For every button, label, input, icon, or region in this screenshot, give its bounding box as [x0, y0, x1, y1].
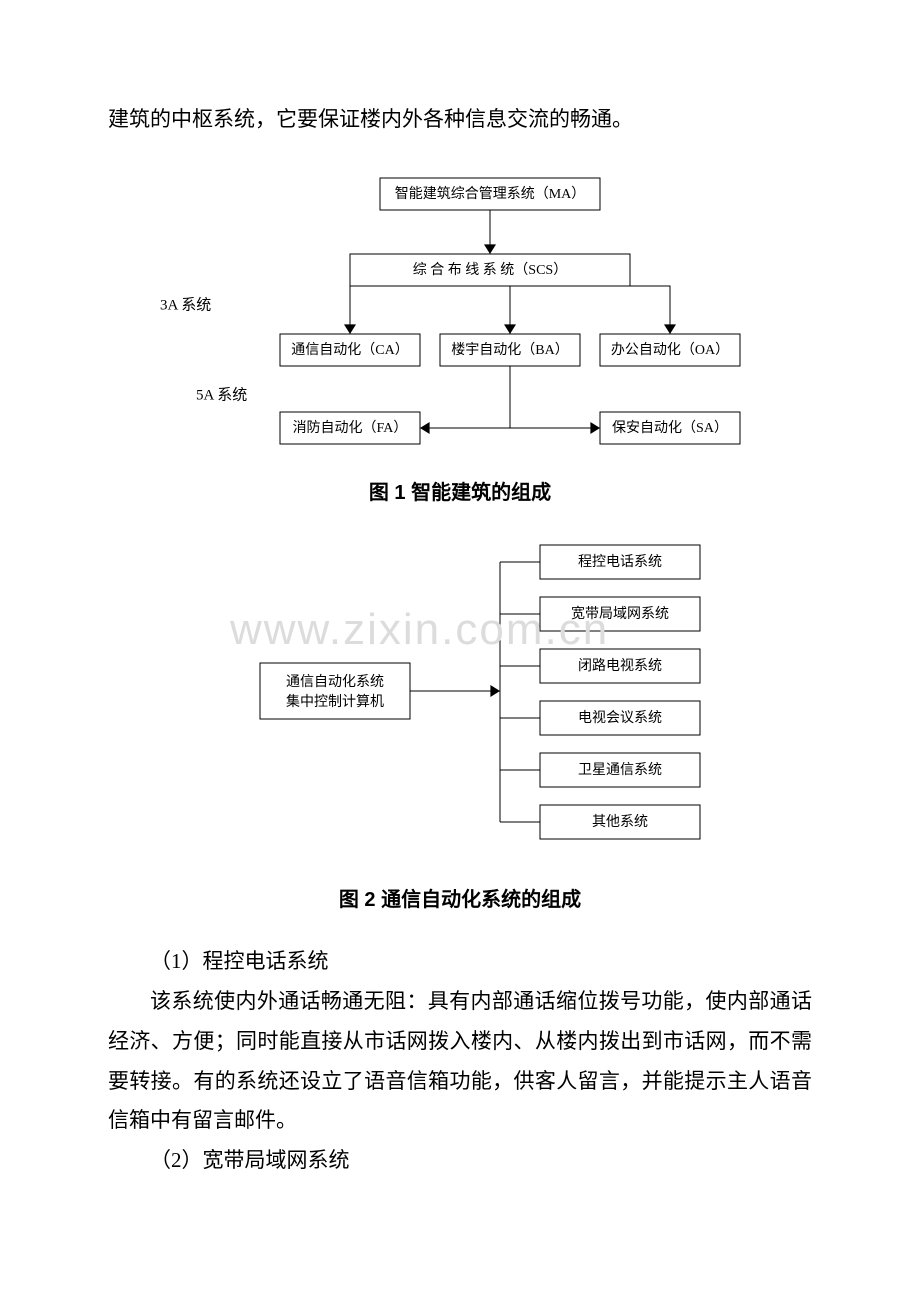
section-2-heading: （2）宽带局域网系统 — [108, 1141, 812, 1181]
intro-line: 建筑的中枢系统，它要保证楼内外各种信息交流的畅通。 — [108, 100, 812, 140]
figure-2-caption: 图 2 通信自动化系统的组成 — [108, 883, 812, 912]
fig1-node-ca: 通信自动化（CA） — [291, 342, 408, 358]
figure-2-diagram: 通信自动化系统集中控制计算机 程控电话系统宽带局域网系统闭路电视系统电视会议系统卫… — [180, 535, 740, 865]
fig1-node-fa: 消防自动化（FA） — [293, 420, 408, 436]
fig1-lbl-3a: 3A 系统 — [160, 296, 211, 313]
fig1-lbl-5a: 5A 系统 — [196, 386, 247, 403]
figure-1-caption: 图 1 智能建筑的组成 — [108, 476, 812, 505]
figure-1-diagram: 智能建筑综合管理系统（MA） 综 合 布 线 系 统（SCS） 通信自动化（CA） 楼… — [140, 168, 780, 458]
fig2-leaf-l1: 程控电话系统 — [578, 554, 662, 570]
fig2-leaf-l4: 电视会议系统 — [578, 710, 662, 726]
fig1-node-sa: 保安自动化（SA） — [612, 420, 728, 436]
section-1-heading: （1）程控电话系统 — [108, 942, 812, 982]
fig1-node-scs: 综 合 布 线 系 统（SCS） — [413, 262, 567, 278]
fig2-leaf-l6: 其他系统 — [592, 814, 648, 830]
fig2-leaf-l5: 卫星通信系统 — [578, 762, 662, 778]
fig2-leaf-l2: 宽带局域网系统 — [571, 605, 669, 622]
fig1-node-ma: 智能建筑综合管理系统（MA） — [395, 186, 586, 202]
fig1-node-ba: 楼宇自动化（BA） — [451, 342, 568, 358]
fig2-leaf-l3: 闭路电视系统 — [578, 658, 662, 674]
page: 建筑的中枢系统，它要保证楼内外各种信息交流的畅通。 智能建筑综合管理系统（MA）… — [0, 0, 920, 1302]
fig2-root-line-1: 集中控制计算机 — [286, 693, 384, 710]
section-1-body: 该系统使内外通话畅通无阻：具有内部通话缩位拨号功能，使内部通话经济、方便；同时能… — [108, 982, 812, 1142]
fig2-root-line-0: 通信自动化系统 — [286, 674, 384, 690]
fig1-node-oa: 办公自动化（OA） — [611, 342, 729, 358]
